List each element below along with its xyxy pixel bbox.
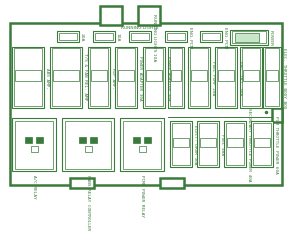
Text: HIP AMP.: HIP AMP. <box>111 68 115 88</box>
Text: ENG. INJ. 30A: ENG. INJ. 30A <box>238 61 242 95</box>
Bar <box>145 49 163 107</box>
Bar <box>215 48 237 109</box>
Bar <box>144 137 151 143</box>
Bar <box>253 123 271 165</box>
Bar <box>79 137 86 143</box>
Bar <box>243 71 259 82</box>
Text: PCM THROTTLE POWER 60A: PCM THROTTLE POWER 60A <box>274 116 278 173</box>
Bar <box>217 49 235 107</box>
Bar <box>202 34 220 41</box>
Bar <box>15 121 53 169</box>
Bar <box>59 34 77 41</box>
Bar <box>70 178 94 188</box>
Bar <box>200 32 222 43</box>
Bar <box>143 48 165 109</box>
Bar <box>197 121 219 167</box>
Bar <box>118 71 134 82</box>
Bar <box>25 137 32 143</box>
Bar <box>272 109 282 122</box>
Bar <box>65 121 111 169</box>
Bar <box>93 32 115 43</box>
Bar <box>199 123 217 165</box>
Bar <box>160 178 184 188</box>
Text: POWER ADAPTER 30A: POWER ADAPTER 30A <box>138 56 142 100</box>
Bar <box>14 49 42 107</box>
Bar <box>167 34 185 41</box>
Bar <box>173 139 189 147</box>
Bar <box>172 123 190 165</box>
Bar <box>90 49 108 107</box>
Bar <box>235 34 259 43</box>
Bar <box>146 71 162 82</box>
Bar <box>218 71 234 82</box>
Text: FUEL PUMP 20A: FUEL PUMP 20A <box>211 61 215 95</box>
Bar <box>95 34 113 41</box>
Bar <box>129 32 151 43</box>
Bar <box>240 48 262 109</box>
Text: A/C RELAY: A/C RELAY <box>32 174 36 198</box>
Bar <box>52 49 80 107</box>
Bar <box>190 49 208 107</box>
Bar <box>117 49 135 107</box>
Bar <box>251 121 273 167</box>
Bar <box>139 146 145 152</box>
Bar <box>123 121 161 169</box>
Text: FUEL 40A: FUEL 40A <box>220 134 224 155</box>
Text: ABS AMP.: ABS AMP. <box>45 68 49 88</box>
Bar <box>191 71 207 82</box>
Text: RUNNING LIGHTS 10A: RUNNING LIGHTS 10A <box>152 14 156 61</box>
Bar <box>53 71 79 82</box>
Bar <box>36 137 43 143</box>
Bar <box>85 146 92 152</box>
Bar <box>10 24 282 185</box>
Bar <box>50 48 82 109</box>
Text: ENG. PCM: ENG. PCM <box>223 27 227 48</box>
Bar <box>171 71 181 82</box>
Bar <box>224 121 246 167</box>
Bar <box>200 139 216 147</box>
Bar <box>15 71 41 82</box>
Bar <box>138 7 160 25</box>
Bar <box>263 48 281 109</box>
Text: PCME POWER RELAY: PCME POWER RELAY <box>140 174 144 216</box>
Text: POWER: POWER <box>269 30 273 46</box>
Bar <box>131 34 149 41</box>
Bar <box>226 123 244 165</box>
Bar <box>91 71 107 82</box>
Text: ENG. PCM: ENG. PCM <box>188 27 192 48</box>
Text: POWER ADAPTER 40A: POWER ADAPTER 40A <box>166 56 170 100</box>
Text: T/S & FAN REL. AMP.: T/S & FAN REL. AMP. <box>83 53 87 103</box>
Bar <box>170 49 182 107</box>
Bar <box>227 139 243 147</box>
Bar <box>254 139 270 147</box>
Bar <box>12 119 56 171</box>
Bar <box>120 119 164 171</box>
Text: RUNNING LIGHTS: RUNNING LIGHTS <box>121 26 159 30</box>
Text: 20A: 20A <box>80 33 84 42</box>
Bar <box>100 7 122 25</box>
Bar <box>115 48 137 109</box>
Bar <box>31 146 38 152</box>
Bar <box>188 48 210 109</box>
Bar <box>232 32 266 44</box>
Bar <box>165 32 187 43</box>
Bar <box>12 48 44 109</box>
Bar <box>242 49 260 107</box>
Bar <box>230 30 268 46</box>
Text: ELECT. DRVR 30A: ELECT. DRVR 30A <box>193 125 197 164</box>
Bar <box>88 48 110 109</box>
Bar <box>170 121 192 167</box>
Text: SECONDARY THROTTLE POWER 40A: SECONDARY THROTTLE POWER 40A <box>247 108 251 181</box>
Bar <box>133 137 140 143</box>
Text: 10A: 10A <box>116 33 120 42</box>
Text: FANS RELAY CONTROLLER: FANS RELAY CONTROLLER <box>86 174 90 229</box>
Bar <box>62 119 114 171</box>
Bar <box>57 32 79 43</box>
Bar <box>266 71 278 82</box>
Text: ELEC. THROTTLE BODY BOX: ELEC. THROTTLE BODY BOX <box>282 48 286 108</box>
Bar <box>90 137 97 143</box>
Bar <box>265 49 279 107</box>
Bar <box>168 48 184 109</box>
